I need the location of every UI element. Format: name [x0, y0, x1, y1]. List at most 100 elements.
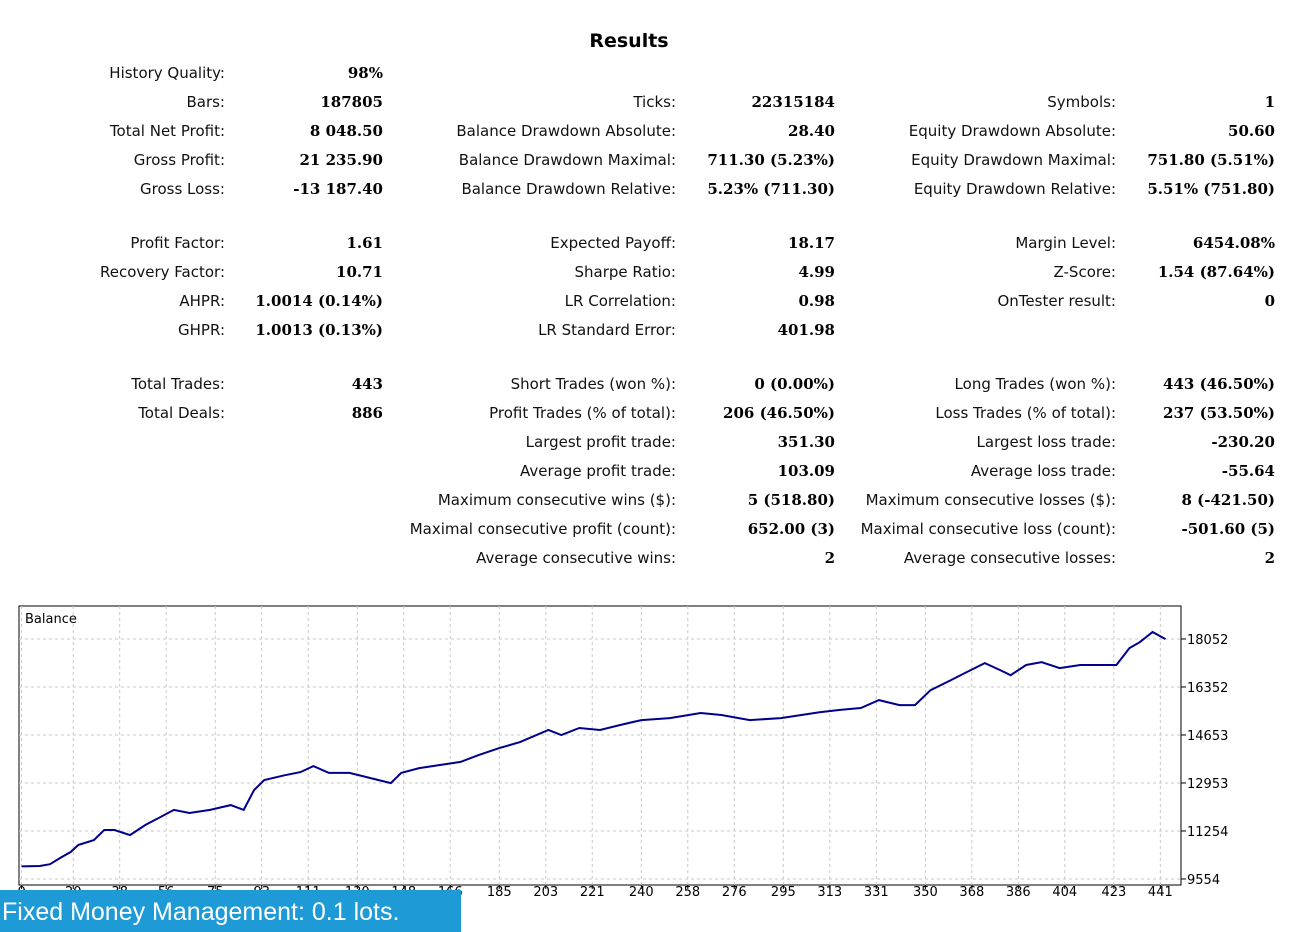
metric-value: 103.09 [777, 462, 835, 480]
x-tick-label: 240 [629, 885, 654, 900]
x-tick-label: 276 [722, 885, 747, 900]
metric-value: 1.0014 (0.14%) [255, 292, 383, 310]
x-tick-label: 423 [1101, 885, 1126, 900]
metric-value: 237 (53.50%) [1163, 404, 1275, 422]
x-tick-label: 221 [580, 885, 605, 900]
x-tick-label: 404 [1052, 885, 1077, 900]
y-tick-label: 9554 [1187, 873, 1220, 888]
x-tick-label: 350 [913, 885, 938, 900]
plot-area [18, 605, 1182, 886]
balance-line [21, 630, 1166, 868]
metric-label: Average consecutive losses: [903, 549, 1116, 567]
x-tick-label: 295 [771, 885, 796, 900]
x-tick-label: 185 [487, 885, 512, 900]
y-tick-label: 14653 [1187, 729, 1228, 744]
metric-value: 98% [347, 64, 383, 82]
metric-value: -230.20 [1211, 433, 1275, 451]
metric-value: -55.64 [1221, 462, 1275, 480]
metric-value: 1.54 (87.64%) [1157, 263, 1275, 281]
y-tick-label: 12953 [1187, 777, 1228, 792]
metric-label: History Quality: [109, 64, 225, 82]
metric-value: 6454.08% [1192, 234, 1275, 252]
metric-label: Balance Drawdown Maximal: [458, 151, 676, 169]
metric-value: -13 187.40 [293, 180, 383, 198]
metric-label: Maximum consecutive wins ($): [437, 491, 676, 509]
metric-label: Margin Level: [1015, 234, 1116, 252]
metric-label: Balance Drawdown Relative: [461, 180, 676, 198]
metric-value: 886 [351, 404, 383, 422]
metric-value: 10.71 [336, 263, 383, 281]
metric-value: 5.51% (751.80) [1147, 180, 1275, 198]
metric-label: GHPR: [178, 321, 225, 339]
metric-value: -501.60 (5) [1181, 520, 1276, 538]
metric-label: Bars: [186, 93, 225, 111]
metric-value: 5.23% (711.30) [707, 180, 835, 198]
metric-label: LR Correlation: [564, 292, 676, 310]
metric-value: 443 [351, 375, 383, 393]
metric-label: Sharpe Ratio: [574, 263, 676, 281]
metric-value: 5 (518.80) [747, 491, 835, 509]
metric-label: Equity Drawdown Maximal: [911, 151, 1116, 169]
metric-label: OnTester result: [997, 292, 1116, 310]
metric-value: 1.0013 (0.13%) [255, 321, 383, 339]
metric-value: 652.00 (3) [747, 520, 835, 538]
metric-label: Long Trades (won %): [954, 375, 1116, 393]
metric-value: 22315184 [751, 93, 836, 111]
metric-label: Average profit trade: [519, 462, 676, 480]
metric-value: 8 (-421.50) [1181, 491, 1276, 509]
metric-label: Symbols: [1047, 93, 1116, 111]
metric-value: 351.30 [777, 433, 835, 451]
metric-value: 1 [1264, 93, 1275, 111]
metric-value: 50.60 [1228, 122, 1275, 140]
metric-label: Balance Drawdown Absolute: [456, 122, 676, 140]
metric-value: 443 (46.50%) [1163, 375, 1275, 393]
metric-label: Average loss trade: [970, 462, 1116, 480]
metric-label: Equity Drawdown Absolute: [908, 122, 1116, 140]
x-tick-label: 258 [675, 885, 700, 900]
x-tick-label: 441 [1148, 885, 1173, 900]
metric-value: 2 [1264, 549, 1275, 567]
metric-value: 2 [824, 549, 835, 567]
y-tick-label: 11254 [1187, 825, 1228, 840]
metric-label: Total Net Profit: [109, 122, 225, 140]
metric-value: 187805 [320, 93, 383, 111]
metric-value: 0.98 [798, 292, 835, 310]
metric-label: Gross Profit: [133, 151, 225, 169]
metric-label: Average consecutive wins: [476, 549, 676, 567]
metric-value: 711.30 (5.23%) [707, 151, 835, 169]
metric-label: Largest profit trade: [525, 433, 676, 451]
metric-value: 206 (46.50%) [723, 404, 835, 422]
x-tick-label: 386 [1006, 885, 1031, 900]
metric-label: Maximal consecutive loss (count): [860, 520, 1116, 538]
metric-value: 18.17 [788, 234, 835, 252]
report-title: Results [589, 30, 669, 52]
x-tick-label: 203 [533, 885, 558, 900]
metric-label: Total Trades: [131, 375, 225, 393]
metric-label: Equity Drawdown Relative: [913, 180, 1116, 198]
metric-label: Maximal consecutive profit (count): [409, 520, 676, 538]
metric-label: LR Standard Error: [538, 321, 676, 339]
metric-value: 8 048.50 [309, 122, 383, 140]
x-tick-label: 313 [817, 885, 842, 900]
banner: Fixed Money Management: 0.1 lots. [0, 890, 461, 932]
metric-label: Maximum consecutive losses ($): [865, 491, 1116, 509]
metric-value: 0 (0.00%) [754, 375, 835, 393]
metric-value: 1.61 [346, 234, 383, 252]
metric-label: Short Trades (won %): [510, 375, 676, 393]
metric-label: Loss Trades (% of total): [935, 404, 1116, 422]
metric-value: 401.98 [777, 321, 835, 339]
x-tick-label: 331 [864, 885, 889, 900]
metric-label: Largest loss trade: [976, 433, 1116, 451]
metric-label: Recovery Factor: [99, 263, 225, 281]
metric-label: Z-Score: [1053, 263, 1117, 281]
metric-label: Profit Factor: [130, 234, 225, 252]
chart-title: Balance [25, 612, 77, 627]
y-tick-label: 18052 [1187, 633, 1228, 648]
metric-label: Expected Payoff: [550, 234, 676, 252]
metric-value: 4.99 [798, 263, 835, 281]
metric-label: Profit Trades (% of total): [489, 404, 676, 422]
metric-label: Ticks: [633, 93, 676, 111]
metric-value: 751.80 (5.51%) [1147, 151, 1275, 169]
x-tick-label: 368 [959, 885, 984, 900]
